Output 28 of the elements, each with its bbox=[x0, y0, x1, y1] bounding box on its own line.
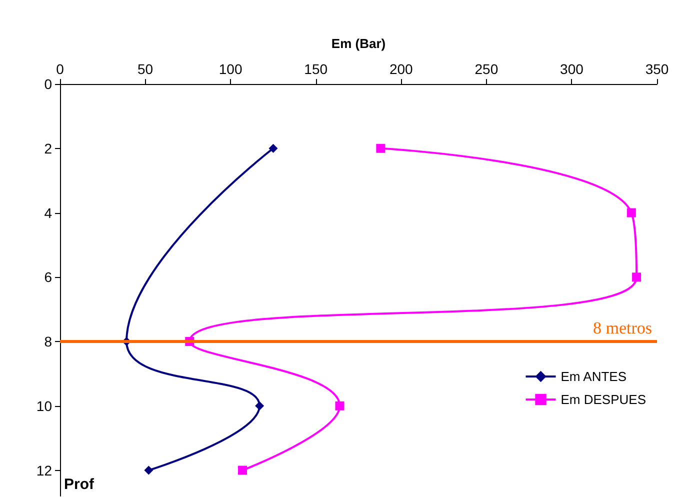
point bbox=[626, 208, 636, 218]
x-tick-label: 250 bbox=[474, 61, 498, 77]
x-tick-label: 0 bbox=[56, 61, 64, 77]
point bbox=[268, 144, 278, 153]
y-tick-label: 8 bbox=[44, 334, 52, 350]
x-tick-label: 150 bbox=[304, 61, 328, 77]
point bbox=[335, 401, 344, 410]
y-tick-label: 6 bbox=[44, 269, 52, 286]
legend-label: Em ANTES bbox=[560, 369, 627, 384]
point bbox=[144, 466, 154, 475]
y-tick-label: 10 bbox=[36, 398, 52, 414]
point bbox=[238, 466, 248, 475]
y-tick-label: 4 bbox=[44, 204, 52, 221]
y-axis-title: Prof bbox=[64, 476, 96, 493]
x-tick-label: 300 bbox=[560, 61, 584, 77]
y-tick-label: 2 bbox=[44, 140, 52, 156]
x-tick-label: 350 bbox=[645, 61, 669, 77]
y-tick-label: 0 bbox=[44, 76, 52, 92]
point bbox=[632, 272, 642, 282]
x-tick-label: 200 bbox=[389, 61, 414, 77]
point bbox=[255, 401, 264, 410]
x-tick-label: 100 bbox=[218, 61, 242, 77]
legend-label: Em DESPUES bbox=[560, 392, 646, 407]
x-tick-label: 50 bbox=[137, 61, 154, 77]
ref-line-label: 8 metros bbox=[592, 318, 652, 338]
point bbox=[376, 144, 386, 153]
x-axis-title: Em (Bar) bbox=[331, 36, 386, 51]
y-tick-label: 12 bbox=[36, 462, 52, 478]
